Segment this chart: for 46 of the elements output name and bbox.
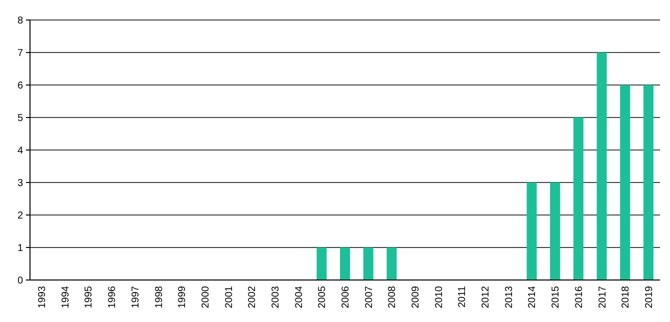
x-tick-label: 2004 bbox=[294, 286, 305, 308]
x-tick-label: 2014 bbox=[527, 286, 538, 308]
x-tick-label: 2016 bbox=[574, 286, 585, 308]
bar bbox=[573, 118, 584, 280]
x-tick-label: 1993 bbox=[37, 286, 48, 308]
y-tick-label: 1 bbox=[17, 243, 24, 254]
x-tick-label: 2003 bbox=[270, 286, 282, 308]
bar bbox=[340, 248, 350, 280]
x-tick-label: 1999 bbox=[177, 286, 188, 308]
x-tick-label: 2006 bbox=[340, 286, 352, 308]
bar bbox=[620, 85, 630, 280]
x-tick-label: 2002 bbox=[247, 286, 258, 308]
y-tick-label: 6 bbox=[17, 80, 24, 92]
y-tick-label: 0 bbox=[17, 276, 24, 286]
x-tick-label: 1996 bbox=[107, 286, 118, 308]
x-tick-label: 2000 bbox=[200, 286, 212, 308]
bar bbox=[363, 248, 374, 280]
x-tick-label: 2005 bbox=[317, 286, 328, 308]
y-tick-label: 4 bbox=[17, 146, 24, 156]
x-tick-label: 1997 bbox=[130, 286, 142, 308]
x-tick-label: 2001 bbox=[224, 286, 235, 308]
x-tick-label: 2015 bbox=[550, 286, 562, 308]
x-tick-label: 2017 bbox=[597, 286, 608, 308]
x-tick-label: 2011 bbox=[457, 286, 468, 308]
y-tick-label: 3 bbox=[17, 178, 24, 189]
x-tick-label: 1994 bbox=[60, 286, 72, 308]
x-tick-label: 2019 bbox=[644, 286, 655, 308]
bar bbox=[643, 85, 654, 280]
x-tick-label: 2010 bbox=[434, 286, 445, 308]
bar bbox=[550, 182, 560, 280]
y-tick-label: 8 bbox=[17, 16, 24, 26]
x-tick-label: 1998 bbox=[154, 286, 165, 308]
y-tick-label: 2 bbox=[17, 210, 24, 222]
y-tick-label: 7 bbox=[17, 48, 24, 59]
x-tick-label: 2013 bbox=[504, 286, 515, 308]
bar bbox=[596, 52, 607, 280]
x-tick-label: 1995 bbox=[84, 286, 95, 308]
x-tick-label: 2007 bbox=[364, 286, 375, 308]
x-tick-label: 2018 bbox=[620, 286, 632, 308]
bar bbox=[526, 182, 537, 280]
y-tick-label: 5 bbox=[17, 113, 24, 124]
x-tick-label: 2012 bbox=[480, 286, 492, 308]
bar bbox=[316, 248, 327, 280]
bar bbox=[386, 248, 397, 280]
x-tick-label: 2009 bbox=[410, 286, 422, 308]
x-tick-label: 2008 bbox=[387, 286, 398, 308]
